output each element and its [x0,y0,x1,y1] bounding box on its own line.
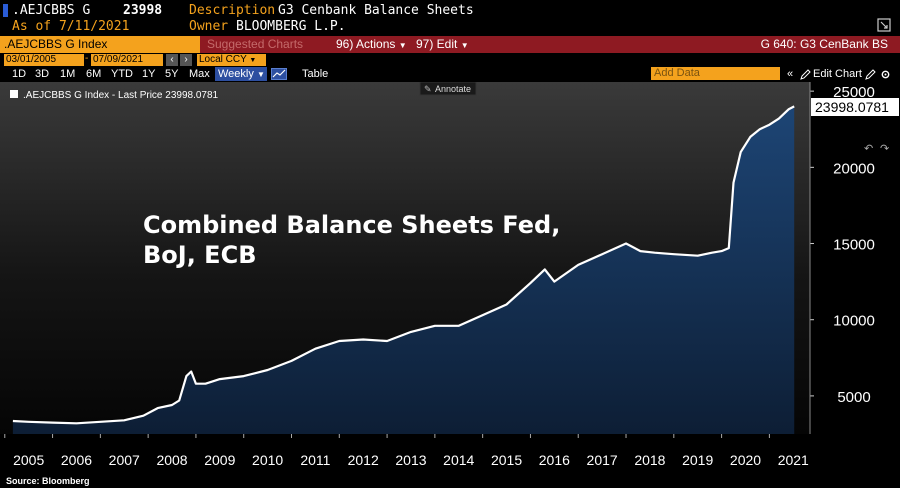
chart-legend: .AEJCBBS G Index - Last Price 23998.0781 [10,90,219,101]
ticker-label[interactable]: .AEJCBBS G [12,3,91,18]
chevron-down-icon: ▼ [460,41,469,50]
legend-swatch [10,90,18,98]
x-tick-label: 2011 [300,452,330,468]
chart-title: Combined Balance Sheets Fed, BoJ, ECB [143,211,560,269]
annotate-button[interactable]: ✎ Annotate [419,82,477,96]
last-value-marker: 23998.0781 [811,98,899,116]
x-tick-label: 2020 [730,452,761,468]
legend-text: .AEJCBBS G Index - Last Price 23998.0781 [23,90,219,101]
pencil-icon[interactable] [800,69,811,80]
annotate-label: Annotate [435,84,471,94]
chevron-down-icon: ▼ [398,41,407,50]
end-date-field[interactable]: 07/09/2021 [91,54,163,66]
chart-id-label: G 640: G3 CenBank BS [760,37,888,51]
expand-icon[interactable] [877,18,891,32]
y-axis: 5000 10000 15000 20000 25000 [809,82,875,434]
period-button[interactable]: 1M [60,68,76,80]
y-tick-label: 15000 [833,237,875,254]
x-tick-label: 2016 [539,452,570,468]
x-tick-label: 2019 [682,452,713,468]
source-note: Source: Bloomberg [6,476,90,486]
currency-select-value: Local CCY [199,54,247,65]
x-tick-label: 2014 [443,452,474,468]
add-data-field[interactable]: Add Data [651,67,780,80]
edit-chart-button[interactable]: Edit Chart [813,68,862,80]
x-tick-label: 2015 [491,452,522,468]
chevron-down-icon: ▼ [256,70,265,79]
edit-menu[interactable]: 97) Edit ▼ [416,36,469,53]
series-line[interactable] [12,105,795,425]
edit-menu-label: 97) Edit [416,37,458,51]
currency-select[interactable]: Local CCY ▼ [197,54,266,66]
start-date-field[interactable]: 03/01/2005 [4,54,84,66]
undo-icon[interactable]: ↶ [864,143,873,155]
last-price: 23998 [123,3,163,18]
x-tick-label: 2013 [395,452,426,468]
period-button[interactable]: Max [189,68,210,80]
as-of-date: As of 7/11/2021 [12,19,130,34]
period-button[interactable]: 1Y [142,68,156,80]
period-button[interactable]: 6M [86,68,102,80]
edit-icon[interactable] [865,69,876,80]
actions-menu[interactable]: 96) Actions ▼ [336,36,407,53]
x-tick-label: 2006 [61,452,92,468]
y-tick-label: 20000 [833,160,875,177]
x-tick-label: 2021 [778,452,809,468]
owner-label: Owner [189,19,229,34]
description-label: Description [189,3,276,18]
x-tick-label: 2017 [587,452,618,468]
collapse-icon[interactable]: « [787,68,794,80]
x-tick-label: 2005 [13,452,44,468]
x-axis: 2005 2006 2007 2008 2009 2010 2011 2012 2013 2014… [4,434,809,468]
owner-value: BLOOMBERG L.P. [236,19,346,34]
period-button[interactable]: 3D [35,68,50,80]
last-value-label: 23998.0781 [815,99,889,115]
chevron-left-icon[interactable]: ‹ [166,54,178,66]
security-field-text: .AEJCBBS G Index [4,37,108,51]
line-chart-icon[interactable] [271,68,287,80]
chart-toolbar: 1D 3D 1M 6M YTD 1Y 5Y Max Weekly ▼ Table… [0,66,900,82]
ticker-marker [3,4,8,17]
x-tick-label: 2009 [204,452,235,468]
security-field[interactable]: .AEJCBBS G Index [0,36,200,53]
table-button[interactable]: Table [302,68,329,80]
y-tick-label: 25000 [833,84,875,101]
period-button[interactable]: YTD [111,68,133,80]
period-button[interactable]: 1D [12,68,27,80]
description-value: G3 Cenbank Balance Sheets [278,3,474,18]
x-tick-label: 2008 [156,452,187,468]
x-tick-label: 2010 [252,452,283,468]
series-area [12,106,795,435]
period-button[interactable]: 5Y [165,68,179,80]
actions-menu-label: 96) Actions [336,37,396,51]
gear-icon[interactable] [880,69,891,80]
date-separator: - [85,53,89,64]
security-header: .AEJCBBS G 23998 As of 7/11/2021 Descrip… [0,0,900,36]
chart-title-line: Combined Balance Sheets Fed, [143,211,560,239]
menu-bar: .AEJCBBS G Index Suggested Charts 96) Ac… [0,36,900,53]
y-tick-label: 5000 [837,389,870,406]
x-tick-label: 2007 [109,452,140,468]
frequency-value: Weekly [218,68,254,80]
chart-title-line: BoJ, ECB [143,241,256,269]
frequency-select[interactable]: Weekly ▼ [215,67,267,81]
chevron-down-icon: ▼ [249,57,257,64]
x-tick-label: 2018 [634,452,665,468]
suggested-charts-menu[interactable]: Suggested Charts [207,37,304,51]
pencil-icon: ✎ [424,84,432,94]
x-tick-label: 2012 [348,452,379,468]
date-range-row: 03/01/2005 - 07/09/2021 ‹ › Local CCY ▼ [0,53,900,66]
redo-icon[interactable]: ↷ [880,143,889,155]
y-tick-label: 10000 [833,313,875,330]
chevron-right-icon[interactable]: › [180,54,192,66]
